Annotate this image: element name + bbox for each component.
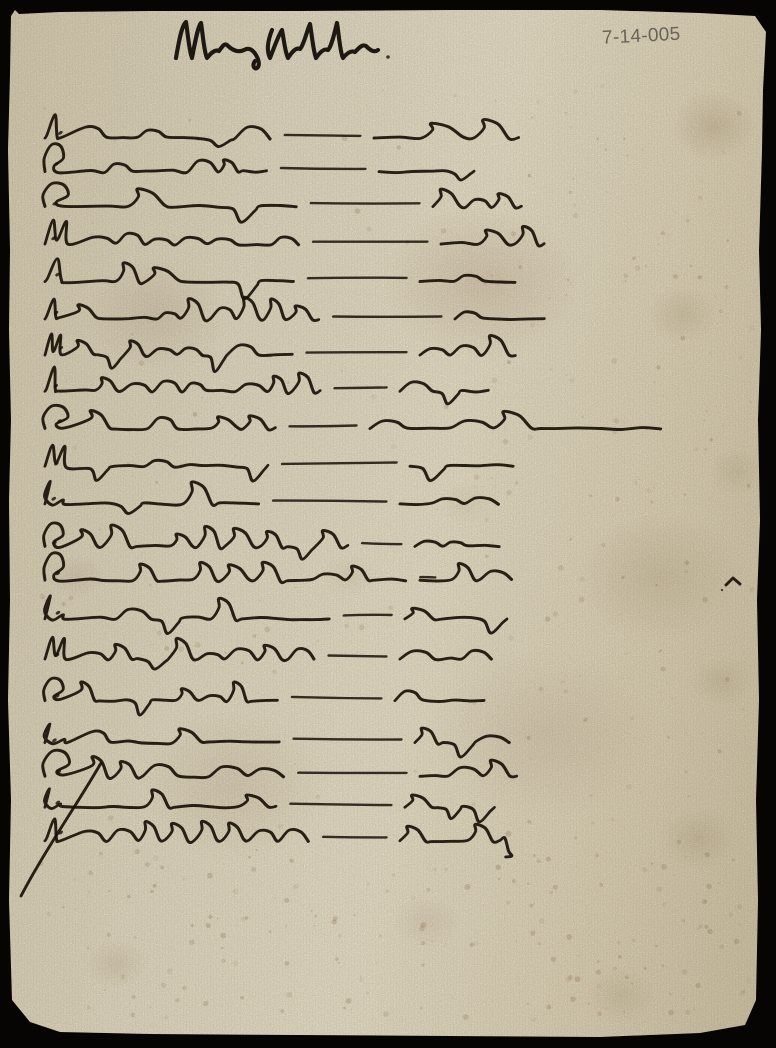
svg-text:7-14-005: 7-14-005 <box>602 24 681 49</box>
